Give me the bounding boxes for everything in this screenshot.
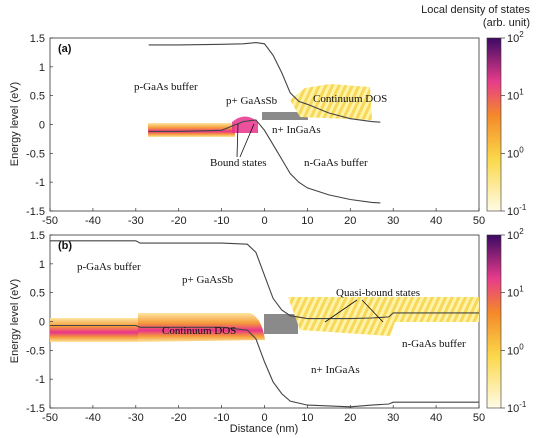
panel-a-ylabel: Energy level (eV) — [9, 82, 21, 166]
panel-b-xtick-label: -30 — [128, 412, 144, 424]
panel-b-label-n-gaas: n-GaAs buffer — [402, 338, 466, 350]
panel-b-ytick-label: 0 — [39, 317, 45, 329]
colorbar-tick-label: 10-1 — [507, 400, 527, 415]
colorbar-title: Local density of states — [421, 4, 530, 16]
panel-a-tag: (a) — [58, 43, 72, 55]
panel-a-series-group — [148, 42, 381, 204]
panel-b-label-n-ingaas: n+ InGaAs — [311, 364, 360, 376]
panel-b-ytick-label: -0.5 — [26, 345, 45, 357]
colorbar-tick-label: 10-1 — [507, 203, 527, 218]
panel-a-xtick-label: 20 — [344, 215, 356, 227]
panel-b-arrow-2 — [361, 299, 384, 323]
panel-b-label-quasi: Quasi-bound states — [336, 287, 420, 299]
panel-a-xtick-label: -10 — [214, 215, 230, 227]
colorbar-tick-label: 101 — [507, 88, 524, 103]
panel-a: -50 -40 -30 -20 -10 0 10 20 30 40 50 -1.5 -1 -0.5 0 0.… — [9, 33, 485, 227]
colorbar-subtitle: (arb. unit) — [483, 17, 530, 29]
panel-a-xtick-label: 50 — [473, 215, 485, 227]
panel-b-xlabel: Distance (nm) — [230, 423, 298, 435]
colorbar-ticks: 102 101 100 10-1 102 101 100 10-1 — [501, 30, 527, 415]
panel-a-ytick-label: 1.5 — [30, 33, 45, 45]
panel-b-yticks: -1.5 -1 -0.5 0 0.5 1 1.5 — [26, 230, 53, 415]
panel-a-label-p-gaas: p-GaAs buffer — [134, 81, 198, 93]
panel-b-left-dos — [50, 318, 138, 342]
panel-a-xtick-label: 40 — [430, 215, 442, 227]
panel-b-band-line-1 — [50, 324, 479, 408]
panel-a-arrow-2 — [239, 123, 255, 158]
panel-a-xtick-label: -50 — [42, 215, 58, 227]
colorbar: Local density of states (arb. unit) 1021… — [421, 4, 530, 415]
panel-a-band-line-0 — [148, 42, 381, 123]
panel-a-arrow-1 — [236, 123, 239, 158]
colorbar-b — [486, 234, 502, 409]
panel-a-xtick-label: -40 — [85, 215, 101, 227]
panel-b-ytick-label: 0.5 — [30, 288, 45, 300]
panel-a-band-line-1 — [148, 119, 381, 204]
panel-a-ytick-label: -0.5 — [26, 148, 45, 160]
panel-b-doping-region — [264, 314, 298, 334]
panel-b-label-p-gaassb: p+ GaAsSb — [182, 274, 234, 286]
panel-a-label-p-gaassb: p+ GaAsSb — [226, 95, 278, 107]
panel-b-series-group — [50, 240, 479, 408]
colorbar-tick-label: 101 — [507, 285, 524, 300]
panel-a-xtick-label: 30 — [387, 215, 399, 227]
colorbar-tick-label: 102 — [507, 227, 524, 242]
panel-b-ytick-label: -1 — [35, 374, 45, 386]
panel-b-xtick-label: -20 — [171, 412, 187, 424]
panel-b: -50 -40 -30 -20 -10 0 10 20 30 40 50 -1.5 -1 -0.5 0 0.… — [9, 230, 485, 435]
panel-b-xtick-label: -10 — [214, 412, 230, 424]
panel-a-ytick-label: 0 — [39, 120, 45, 132]
panel-a-well-dos — [148, 123, 235, 137]
panel-a-label-n-ingaas: n+ InGaAs — [272, 124, 321, 136]
panel-b-ytick-label: 1 — [39, 259, 45, 271]
colorbar-a — [486, 37, 502, 212]
panel-b-xtick-label: 0 — [261, 412, 267, 424]
panel-a-xtick-label: -30 — [128, 215, 144, 227]
panel-b-xtick-label: -50 — [42, 412, 58, 424]
panel-b-xticks: -50 -40 -30 -20 -10 0 10 20 30 40 50 — [42, 405, 485, 424]
panel-a-xtick-label: 10 — [301, 215, 313, 227]
colorbar-tick-label: 100 — [507, 342, 524, 357]
panel-a-ytick-label: 1 — [39, 62, 45, 74]
colorbar-tick-label: 102 — [507, 30, 524, 45]
panel-b-quasi-dos — [288, 297, 479, 336]
panel-a-xticks: -50 -40 -30 -20 -10 0 10 20 30 40 50 — [42, 208, 485, 227]
panel-b-arrow-1 — [324, 299, 358, 323]
panel-b-ytick-label: -1.5 — [26, 403, 45, 415]
panel-b-xtick-label: -40 — [85, 412, 101, 424]
panel-b-xtick-label: 50 — [473, 412, 485, 424]
panel-b-xtick-label: 10 — [301, 412, 313, 424]
panel-a-ytick-label: 0.5 — [30, 91, 45, 103]
panel-a-label-n-gaas: n-GaAs buffer — [304, 157, 368, 169]
panel-b-xtick-label: 40 — [430, 412, 442, 424]
panel-a-label-continuum: Continuum DOS — [313, 93, 387, 105]
panel-a-continuum-dos — [290, 84, 372, 120]
panel-b-tag: (b) — [58, 240, 72, 252]
panel-a-xtick-label: 0 — [261, 215, 267, 227]
panel-a-ytick-label: -1 — [35, 177, 45, 189]
panel-a-xtick-label: -20 — [171, 215, 187, 227]
panel-b-ylabel: Energy level (eV) — [9, 279, 21, 363]
panel-b-label-p-gaas: p-GaAs buffer — [77, 261, 141, 273]
panel-b-band-line-0 — [50, 240, 479, 320]
panel-a-label-bound: Bound states — [210, 157, 267, 169]
colorbar-tick-label: 100 — [507, 145, 524, 160]
panel-b-ytick-label: 1.5 — [30, 230, 45, 242]
panel-b-xtick-label: 30 — [387, 412, 399, 424]
panel-a-ytick-label: -1.5 — [26, 206, 45, 218]
panel-b-xtick-label: 20 — [344, 412, 356, 424]
panel-b-label-continuum: Continuum DOS — [162, 325, 236, 337]
panel-a-frame — [49, 37, 480, 212]
panel-a-doping-region — [262, 112, 308, 120]
panel-a-yticks: -1.5 -1 -0.5 0 0.5 1 1.5 — [26, 33, 53, 218]
